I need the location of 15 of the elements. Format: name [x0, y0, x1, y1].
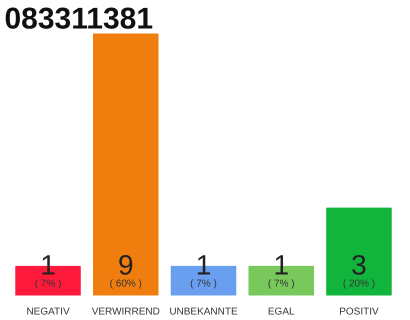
x-tick-label: EGAL [268, 306, 296, 318]
data-label: 1 [273, 250, 290, 280]
x-tick-label: UNBEKANNTE [169, 306, 238, 318]
annotation: ( 7% ) [34, 278, 62, 290]
x-tick-label: NEGATIV [26, 306, 70, 318]
annotation: ( 60% ) [110, 278, 142, 290]
x-tick-label: POSITIV [339, 306, 380, 318]
data-label: 9 [118, 250, 134, 280]
x-tick-label: VERWIRREND [92, 306, 160, 318]
annotation: ( 7% ) [268, 278, 295, 290]
chart-title: 083311381 [4, 2, 154, 36]
data-label: 3 [351, 250, 367, 280]
data-label: 1 [196, 250, 212, 280]
annotation: ( 7% ) [190, 278, 217, 290]
annotation: ( 20% ) [342, 278, 376, 290]
